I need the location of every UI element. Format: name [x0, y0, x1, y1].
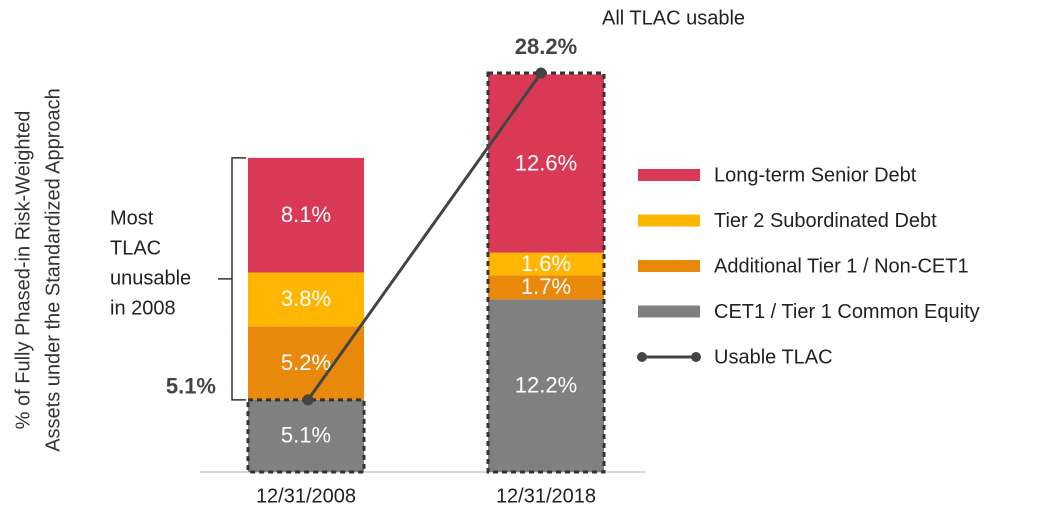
line-value-label: 28.2%	[515, 34, 577, 59]
bar-segment	[248, 272, 364, 327]
y-axis-label: Assets under the Standardized Approach	[42, 88, 64, 452]
annotation: TLAC	[110, 237, 161, 259]
bar-segment	[248, 326, 364, 400]
annotation: All TLAC usable	[602, 7, 745, 29]
line-point	[302, 394, 314, 406]
value-label: 8.1%	[281, 202, 331, 227]
legend-swatch	[638, 260, 700, 272]
bar-segment	[488, 74, 604, 253]
value-label: 5.2%	[281, 350, 331, 375]
annotation: in 2008	[110, 297, 176, 319]
line	[306, 72, 543, 401]
bar-segment	[488, 275, 604, 300]
value-label: 12.6%	[515, 150, 577, 175]
legend-label: Additional Tier 1 / Non-CET1	[714, 255, 969, 277]
bar-segment	[248, 399, 364, 472]
bar-segment	[488, 299, 604, 472]
bar-segment	[488, 252, 604, 276]
legend-swatch	[638, 169, 700, 181]
legend-swatch	[637, 352, 647, 362]
bracket	[218, 157, 246, 401]
y-axis-label: % of Fully Phased-in Risk-Weighted	[12, 111, 34, 430]
x-tick-label: 12/31/2018	[496, 485, 596, 507]
legend-label: Usable TLAC	[714, 346, 833, 368]
line-value-label: 5.1%	[166, 374, 216, 399]
legend-label: Tier 2 Subordinated Debt	[714, 210, 937, 232]
annotation: unusable	[110, 267, 191, 289]
line-point	[535, 67, 547, 79]
value-label: 5.1%	[281, 423, 331, 448]
legend-swatch	[638, 305, 700, 318]
value-label: 1.7%	[521, 274, 571, 299]
legend-swatch	[638, 214, 700, 227]
legend-swatch	[691, 352, 701, 362]
value-label: 12.2%	[515, 372, 577, 397]
annotation: Most	[110, 207, 154, 229]
value-label: 1.6%	[521, 251, 571, 276]
value-label: 3.8%	[281, 286, 331, 311]
x-tick-label: 12/31/2008	[256, 485, 356, 507]
legend-label: CET1 / Tier 1 Common Equity	[714, 301, 980, 323]
legend-label: Long-term Senior Debt	[714, 164, 917, 186]
bar-segment	[248, 157, 364, 273]
